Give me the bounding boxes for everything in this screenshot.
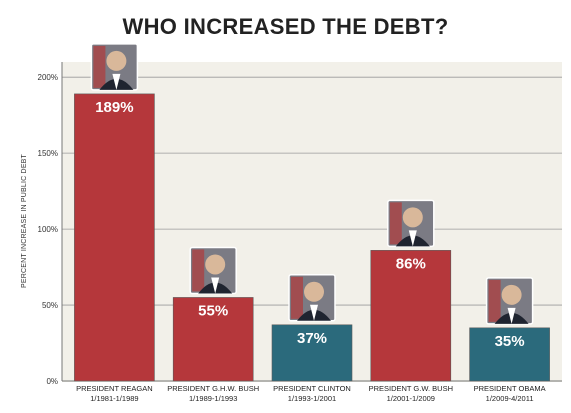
x-category-term: 1/1993-1/2001 <box>288 394 336 403</box>
portrait-photo <box>288 274 336 322</box>
portrait-photo <box>387 199 435 248</box>
y-tick-label: 100% <box>38 225 58 234</box>
bars: 189% 55% 37% 86% 35% <box>74 43 550 382</box>
x-category-term: 1/1989-1/1993 <box>189 394 237 403</box>
bar <box>370 250 452 382</box>
bar <box>271 324 353 382</box>
bar-group: 35% <box>469 277 550 382</box>
x-category-term: 1/2001-1/2009 <box>387 394 435 403</box>
bar-value-label: 35% <box>495 333 525 350</box>
y-axis-ticks: 0% 50% 100% 150% 200% <box>38 73 58 386</box>
bar-group: 86% <box>370 199 452 382</box>
y-axis-label: PERCENT INCREASE IN PUBLIC DEBT <box>21 153 28 288</box>
y-tick-label: 0% <box>46 377 58 386</box>
x-category-name: PRESIDENT REAGAN <box>76 384 153 393</box>
bar <box>469 327 550 382</box>
portrait-photo <box>485 277 534 325</box>
y-tick-label: 200% <box>38 73 58 82</box>
x-category-name: PRESIDENT OBAMA <box>474 384 546 393</box>
chart-title: WHO INCREASED THE DEBT? <box>122 14 449 39</box>
y-tick-label: 150% <box>38 149 58 158</box>
bar-value-label: 86% <box>396 255 426 272</box>
x-category-name: PRESIDENT G.W. BUSH <box>369 384 453 393</box>
x-category-name: PRESIDENT CLINTON <box>273 384 351 393</box>
bar-value-label: 37% <box>297 330 327 347</box>
bar-value-label: 55% <box>198 302 228 319</box>
x-category-term: 1/2009-4/2011 <box>486 394 534 403</box>
bar <box>74 93 155 382</box>
x-category-term: 1/1981-1/1989 <box>90 394 138 403</box>
portrait-photo <box>90 43 139 91</box>
y-tick-label: 50% <box>42 301 58 310</box>
bar-group: 189% <box>74 43 155 382</box>
bar-group: 55% <box>172 246 254 382</box>
bar-group: 37% <box>271 274 353 382</box>
portrait-photo <box>189 246 237 295</box>
bar-value-label: 189% <box>95 99 133 116</box>
x-category-name: PRESIDENT G.H.W. BUSH <box>167 384 259 393</box>
bar <box>172 297 254 382</box>
